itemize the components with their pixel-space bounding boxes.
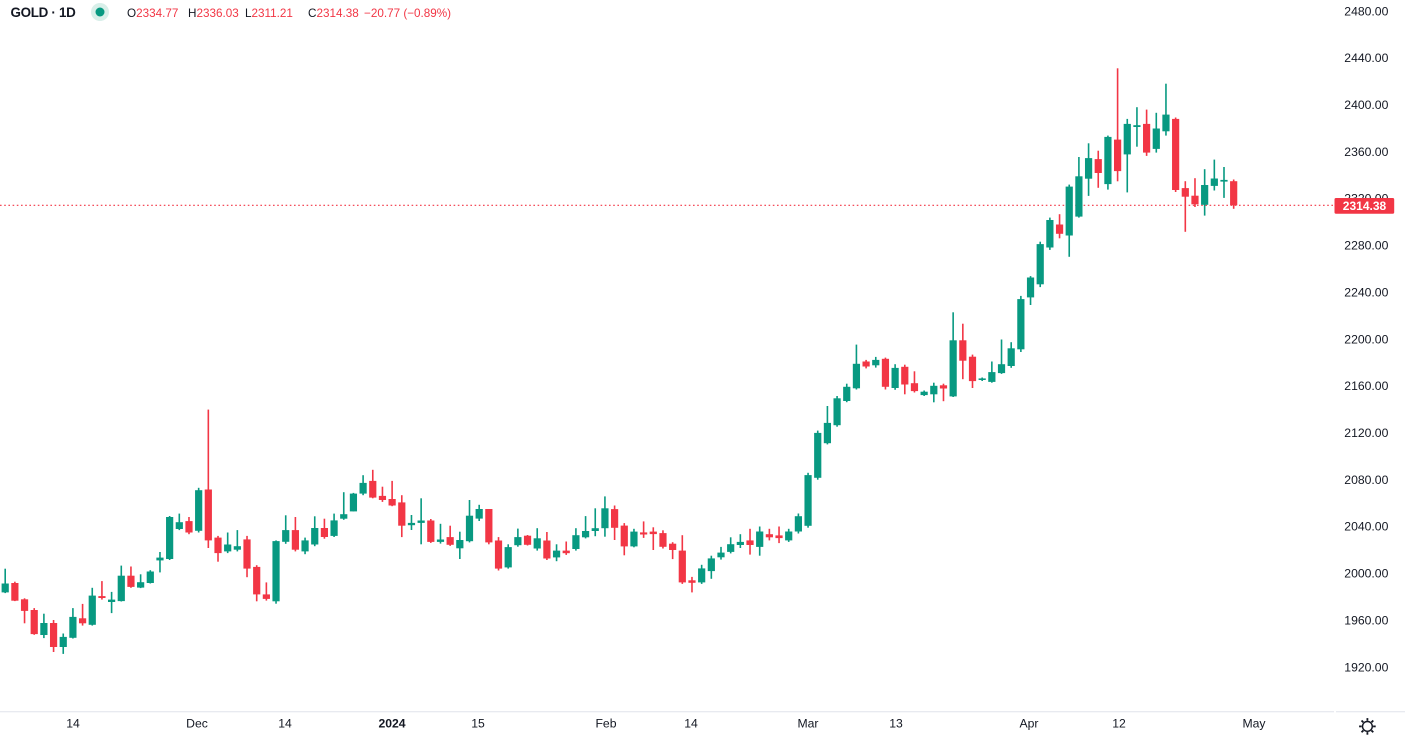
svg-text:May: May: [1242, 717, 1266, 731]
svg-text:2200.00: 2200.00: [1344, 332, 1388, 346]
svg-text:Feb: Feb: [595, 717, 616, 731]
svg-text:13: 13: [889, 717, 903, 731]
svg-text:14: 14: [278, 717, 292, 731]
svg-text:2440.00: 2440.00: [1344, 51, 1388, 65]
svg-text:2024: 2024: [378, 717, 405, 731]
svg-text:14: 14: [684, 717, 698, 731]
svg-text:2400.00: 2400.00: [1344, 98, 1388, 112]
svg-text:2000.00: 2000.00: [1344, 567, 1388, 581]
svg-text:1920.00: 1920.00: [1344, 660, 1388, 674]
svg-text:2240.00: 2240.00: [1344, 285, 1388, 299]
svg-text:2360.00: 2360.00: [1344, 145, 1388, 159]
svg-text:2480.00: 2480.00: [1344, 4, 1388, 18]
svg-text:2040.00: 2040.00: [1344, 520, 1388, 534]
svg-text:2280.00: 2280.00: [1344, 239, 1388, 253]
svg-text:GOLD · 1D: GOLD · 1D: [11, 5, 77, 20]
svg-text:2314.38: 2314.38: [1343, 199, 1387, 213]
svg-text:Dec: Dec: [186, 717, 208, 731]
svg-text:14: 14: [66, 717, 80, 731]
svg-text:2120.00: 2120.00: [1344, 426, 1388, 440]
svg-text:12: 12: [1112, 717, 1126, 731]
svg-text:2080.00: 2080.00: [1344, 473, 1388, 487]
svg-text:Mar: Mar: [798, 717, 819, 731]
svg-text:15: 15: [471, 717, 485, 731]
svg-text:2160.00: 2160.00: [1344, 379, 1388, 393]
svg-text:Apr: Apr: [1020, 717, 1039, 731]
svg-text:1960.00: 1960.00: [1344, 613, 1388, 627]
